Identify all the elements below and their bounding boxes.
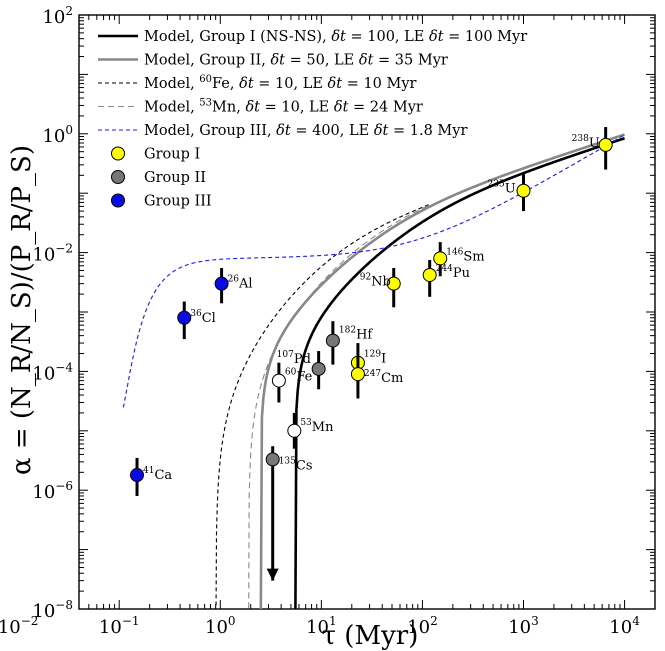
y-tick-label: 10−2	[32, 242, 73, 266]
legend-marker	[111, 170, 125, 184]
point-label: 36Cl	[190, 309, 216, 326]
point-label: 53Mn	[300, 418, 334, 435]
point-label: 60Fe	[285, 368, 313, 385]
y-tick-label: 10−6	[32, 479, 73, 503]
x-tick-label: 101	[306, 614, 337, 638]
legend: Model, Group I (NS-NS), δt = 100, LE δt …	[98, 29, 527, 210]
data-point	[516, 183, 531, 198]
point-label: 92Nb	[360, 273, 391, 290]
model-curve	[215, 203, 431, 609]
curve-layer	[122, 133, 625, 609]
x-tick-label: 10−1	[99, 614, 140, 638]
x-tick-label: 10−2	[0, 614, 38, 638]
data-point	[433, 251, 448, 266]
data-point	[325, 333, 340, 348]
data-point	[177, 310, 192, 325]
legend-label: Model, Group II, δt = 50, LE δt = 35 Myr	[144, 53, 448, 69]
data-point	[386, 276, 401, 291]
data-point	[271, 373, 286, 388]
upper-limit-arrow	[266, 568, 279, 581]
x-axis-title: τ (Myr)	[322, 621, 419, 651]
data-point	[265, 452, 280, 467]
point-label: 107Pd	[277, 350, 311, 367]
point-label: 135Cs	[279, 456, 313, 473]
legend-label: Model, Group III, δt = 400, LE δt = 1.8 …	[144, 123, 467, 139]
data-point	[214, 276, 229, 291]
legend-marker	[111, 193, 125, 208]
point-label: 247Cm	[364, 369, 403, 386]
data-point	[311, 361, 326, 376]
point-label: 26Al	[228, 275, 253, 292]
y-tick-label: 100	[42, 123, 73, 147]
point-label: 129I	[364, 350, 386, 367]
point-label: 238U	[572, 134, 600, 151]
model-curve	[294, 137, 625, 609]
data-point	[350, 367, 365, 382]
legend-label: Model, 60Fe, δt = 10, LE δt = 10 Myr	[144, 74, 417, 92]
point-label: 182Hf	[339, 326, 374, 343]
legend-label: Model, 53Mn, δt = 10, LE δt = 24 Myr	[144, 98, 423, 116]
legend-marker	[111, 146, 125, 161]
model-curve	[259, 133, 625, 609]
point-label: 146Sm	[446, 247, 484, 264]
point-label: 235U	[488, 180, 516, 197]
y-axis-title: α = (N_R/N_S)/(P_R/P_S)	[7, 145, 37, 475]
legend-label: Model, Group I (NS-NS), δt = 100, LE δt …	[144, 29, 527, 45]
data-point	[598, 137, 613, 152]
x-tick-label: 100	[205, 614, 236, 638]
legend-label: Group III	[144, 194, 212, 210]
legend-label: Group II	[144, 170, 206, 186]
x-tick-label: 104	[609, 614, 640, 638]
model-curve	[122, 134, 625, 408]
y-tick-label: 102	[42, 4, 73, 28]
legend-label: Group I	[144, 147, 200, 163]
axis-ticks: 10−2 10−1 100 101 102 103 104 10−8 10−6 10−4 10−2 1…	[0, 4, 656, 638]
y-tick-label: 10−4	[32, 360, 73, 384]
x-tick-label: 102	[407, 614, 438, 638]
data-point	[287, 423, 302, 438]
data-point	[422, 267, 437, 282]
model-curve	[248, 204, 431, 609]
x-tick-label: 103	[508, 614, 539, 638]
point-label: 41Ca	[143, 466, 172, 483]
data-point	[130, 468, 145, 483]
model-curves	[122, 133, 625, 609]
y-tick-label: 10−8	[32, 598, 73, 622]
point-label: 244Pu	[436, 264, 470, 281]
